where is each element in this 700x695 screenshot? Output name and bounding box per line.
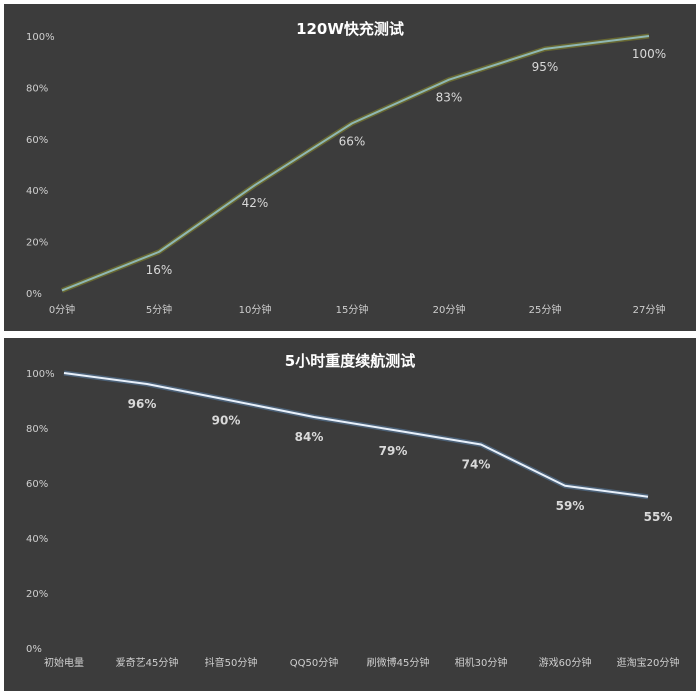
charge-test-chart: 120W快充测试 0% 20% 40% 60% 80% 100% 0分钟 5分钟 10分钟 15分… xyxy=(26,20,666,316)
y-tick-label: 100% xyxy=(26,369,55,380)
x-tick-label: 15分钟 xyxy=(336,303,369,316)
data-label: 95% xyxy=(532,60,559,74)
x-tick-label: 刷微博45分钟 xyxy=(367,656,430,669)
series-line-glow xyxy=(63,370,649,500)
y-tick-label: 80% xyxy=(26,424,48,435)
y-tick-label: 20% xyxy=(26,589,48,600)
y-tick-label: 0% xyxy=(26,644,42,655)
data-label: 59% xyxy=(556,499,585,513)
y-tick-label: 100% xyxy=(26,32,55,43)
data-label: 42% xyxy=(242,196,269,210)
chart-title: 5小时重度续航测试 xyxy=(285,352,415,370)
x-tick-label: QQ50分钟 xyxy=(290,656,338,669)
series-line-glow xyxy=(61,33,650,293)
series-line xyxy=(63,372,649,498)
battery-life-test-panel: 5小时重度续航测试 0% 20% 40% 60% 80% 100% 初始电量 爱奇艺45分钟 抖… xyxy=(4,338,696,691)
data-label: 79% xyxy=(379,444,408,458)
y-tick-label: 40% xyxy=(26,186,48,197)
chart-title: 120W快充测试 xyxy=(296,20,404,38)
y-tick-label: 60% xyxy=(26,135,48,146)
data-label: 74% xyxy=(462,458,491,472)
x-tick-label: 0分钟 xyxy=(49,303,75,316)
y-tick-label: 0% xyxy=(26,289,42,300)
x-tick-label: 27分钟 xyxy=(633,303,666,316)
x-tick-label: 游戏60分钟 xyxy=(539,656,592,669)
y-tick-label: 60% xyxy=(26,479,48,490)
data-label: 16% xyxy=(146,263,173,277)
y-tick-label: 20% xyxy=(26,238,48,249)
data-label: 90% xyxy=(212,414,241,428)
battery-life-test-chart: 5小时重度续航测试 0% 20% 40% 60% 80% 100% 初始电量 爱奇艺45分钟 抖… xyxy=(26,352,680,669)
x-tick-label: 抖音50分钟 xyxy=(205,656,258,669)
x-tick-label: 逛淘宝20分钟 xyxy=(617,656,680,669)
x-tick-label: 20分钟 xyxy=(433,303,466,316)
data-label: 100% xyxy=(632,47,666,61)
data-label: 96% xyxy=(128,397,157,411)
x-tick-label: 爱奇艺45分钟 xyxy=(116,656,179,669)
y-tick-label: 40% xyxy=(26,534,48,545)
data-label: 66% xyxy=(339,134,366,148)
data-label: 83% xyxy=(436,91,463,105)
x-tick-label: 相机30分钟 xyxy=(455,656,508,669)
x-tick-label: 25分钟 xyxy=(529,303,562,316)
data-label: 55% xyxy=(644,510,673,524)
charge-test-panel: 120W快充测试 0% 20% 40% 60% 80% 100% 0分钟 5分钟 10分钟 15分… xyxy=(4,4,696,331)
data-label: 84% xyxy=(295,430,324,444)
series-line xyxy=(61,35,650,292)
y-tick-label: 80% xyxy=(26,83,48,94)
x-tick-label: 初始电量 xyxy=(44,656,84,669)
x-tick-label: 5分钟 xyxy=(146,303,172,316)
x-tick-label: 10分钟 xyxy=(239,303,272,316)
